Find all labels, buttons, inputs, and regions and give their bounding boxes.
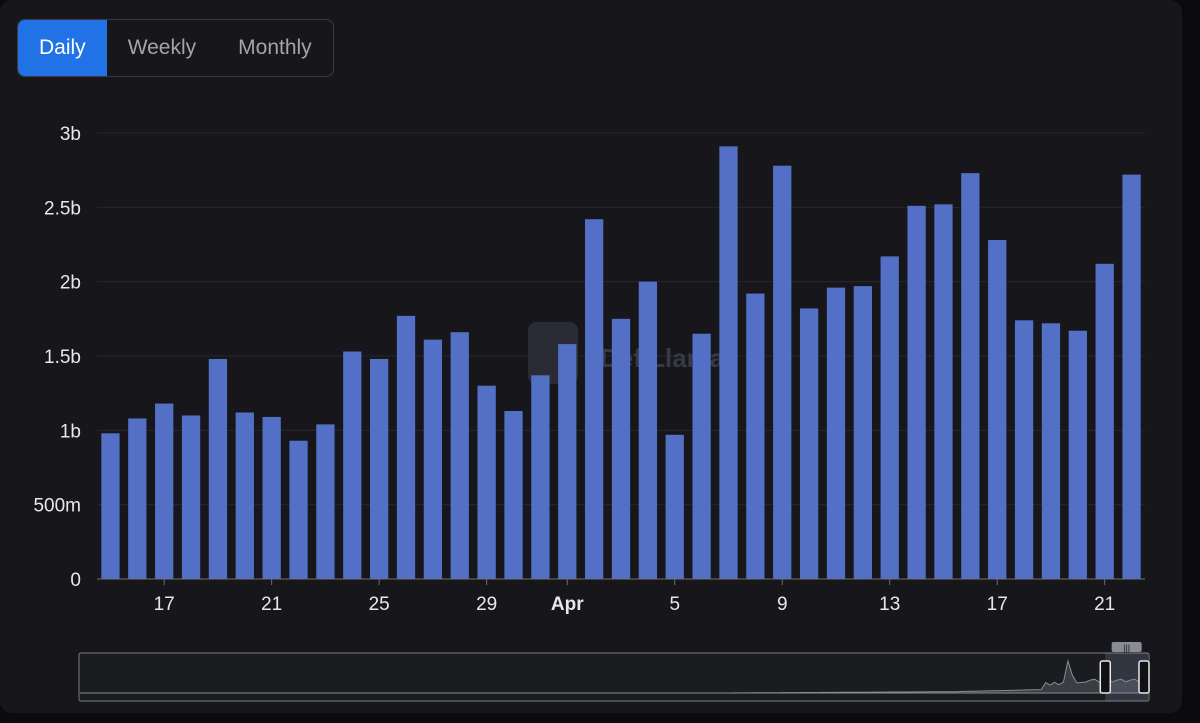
bar[interactable] [746,293,765,579]
y-tick-label: 3b [60,124,81,145]
bar[interactable] [370,358,389,579]
x-tick-label: 17 [154,594,175,615]
bar[interactable] [853,286,872,579]
x-axis: 17 21 25 29 Apr 5 9 13 17 21 [154,579,1115,615]
bar[interactable] [316,424,335,579]
bar[interactable] [880,256,899,579]
y-tick-label: 1b [60,421,81,442]
x-tick-label: Apr [551,594,584,615]
zoom-move-handle[interactable]: ||| [1111,642,1142,653]
tab-monthly[interactable]: Monthly [217,20,333,76]
bar[interactable] [719,146,738,579]
x-tick-label: 9 [777,594,788,615]
overview-sparkline [80,659,1149,694]
zoom-handle-left[interactable] [1099,660,1112,694]
bar[interactable] [208,358,228,579]
bar[interactable] [961,173,980,579]
zoom-handle-right[interactable] [1138,660,1150,694]
bar[interactable] [1095,263,1114,579]
data-zoom-slider[interactable]: ||| [78,642,1150,702]
bar[interactable] [477,385,496,579]
y-tick-label: 2b [60,273,81,294]
bar[interactable] [262,416,281,579]
bar[interactable] [934,204,953,580]
y-tick-label: 1.5b [44,347,81,368]
y-axis: 0 500m 1b 1.5b 2b 2.5b 3b [33,124,81,591]
bar[interactable] [826,287,846,579]
x-tick-label: 21 [1094,594,1115,615]
bar[interactable] [181,415,201,579]
bar[interactable] [558,344,577,579]
zoom-track[interactable] [78,652,1150,702]
bar[interactable] [907,205,926,579]
bar[interactable] [128,418,147,579]
x-tick-label: 17 [987,594,1008,615]
x-tick-label: 21 [261,594,282,615]
y-tick-label: 2.5b [44,198,81,219]
bar[interactable] [289,440,308,579]
y-tick-label: 0 [70,570,81,591]
bar[interactable] [611,318,631,579]
x-tick-label: 5 [669,594,680,615]
bar[interactable] [1041,323,1061,579]
bar[interactable] [343,351,362,579]
bar[interactable] [584,219,604,579]
y-tick-label: 500m [33,496,81,517]
x-tick-label: 25 [369,594,390,615]
bar[interactable] [1068,330,1087,579]
bar[interactable] [504,411,523,579]
bar[interactable] [692,333,711,579]
bar[interactable] [101,433,120,579]
bar[interactable] [665,434,684,579]
bar[interactable] [773,165,792,579]
tab-weekly[interactable]: Weekly [107,20,217,76]
bar[interactable] [988,240,1007,580]
bar[interactable] [155,403,174,579]
x-tick-label: 13 [879,594,900,615]
bar[interactable] [799,308,819,579]
bar[interactable] [423,339,443,579]
svg-text:|||: ||| [1123,643,1130,653]
bar[interactable] [450,332,469,579]
tab-daily[interactable]: Daily [18,20,107,76]
bars [101,146,1141,580]
bar[interactable] [638,281,658,579]
bar[interactable] [235,412,254,579]
bar[interactable] [1014,320,1034,579]
bar[interactable] [1122,174,1141,580]
x-tick-label: 29 [476,594,497,615]
bar[interactable] [396,315,416,579]
bar[interactable] [531,375,550,579]
period-toggle: Daily Weekly Monthly [17,19,334,77]
